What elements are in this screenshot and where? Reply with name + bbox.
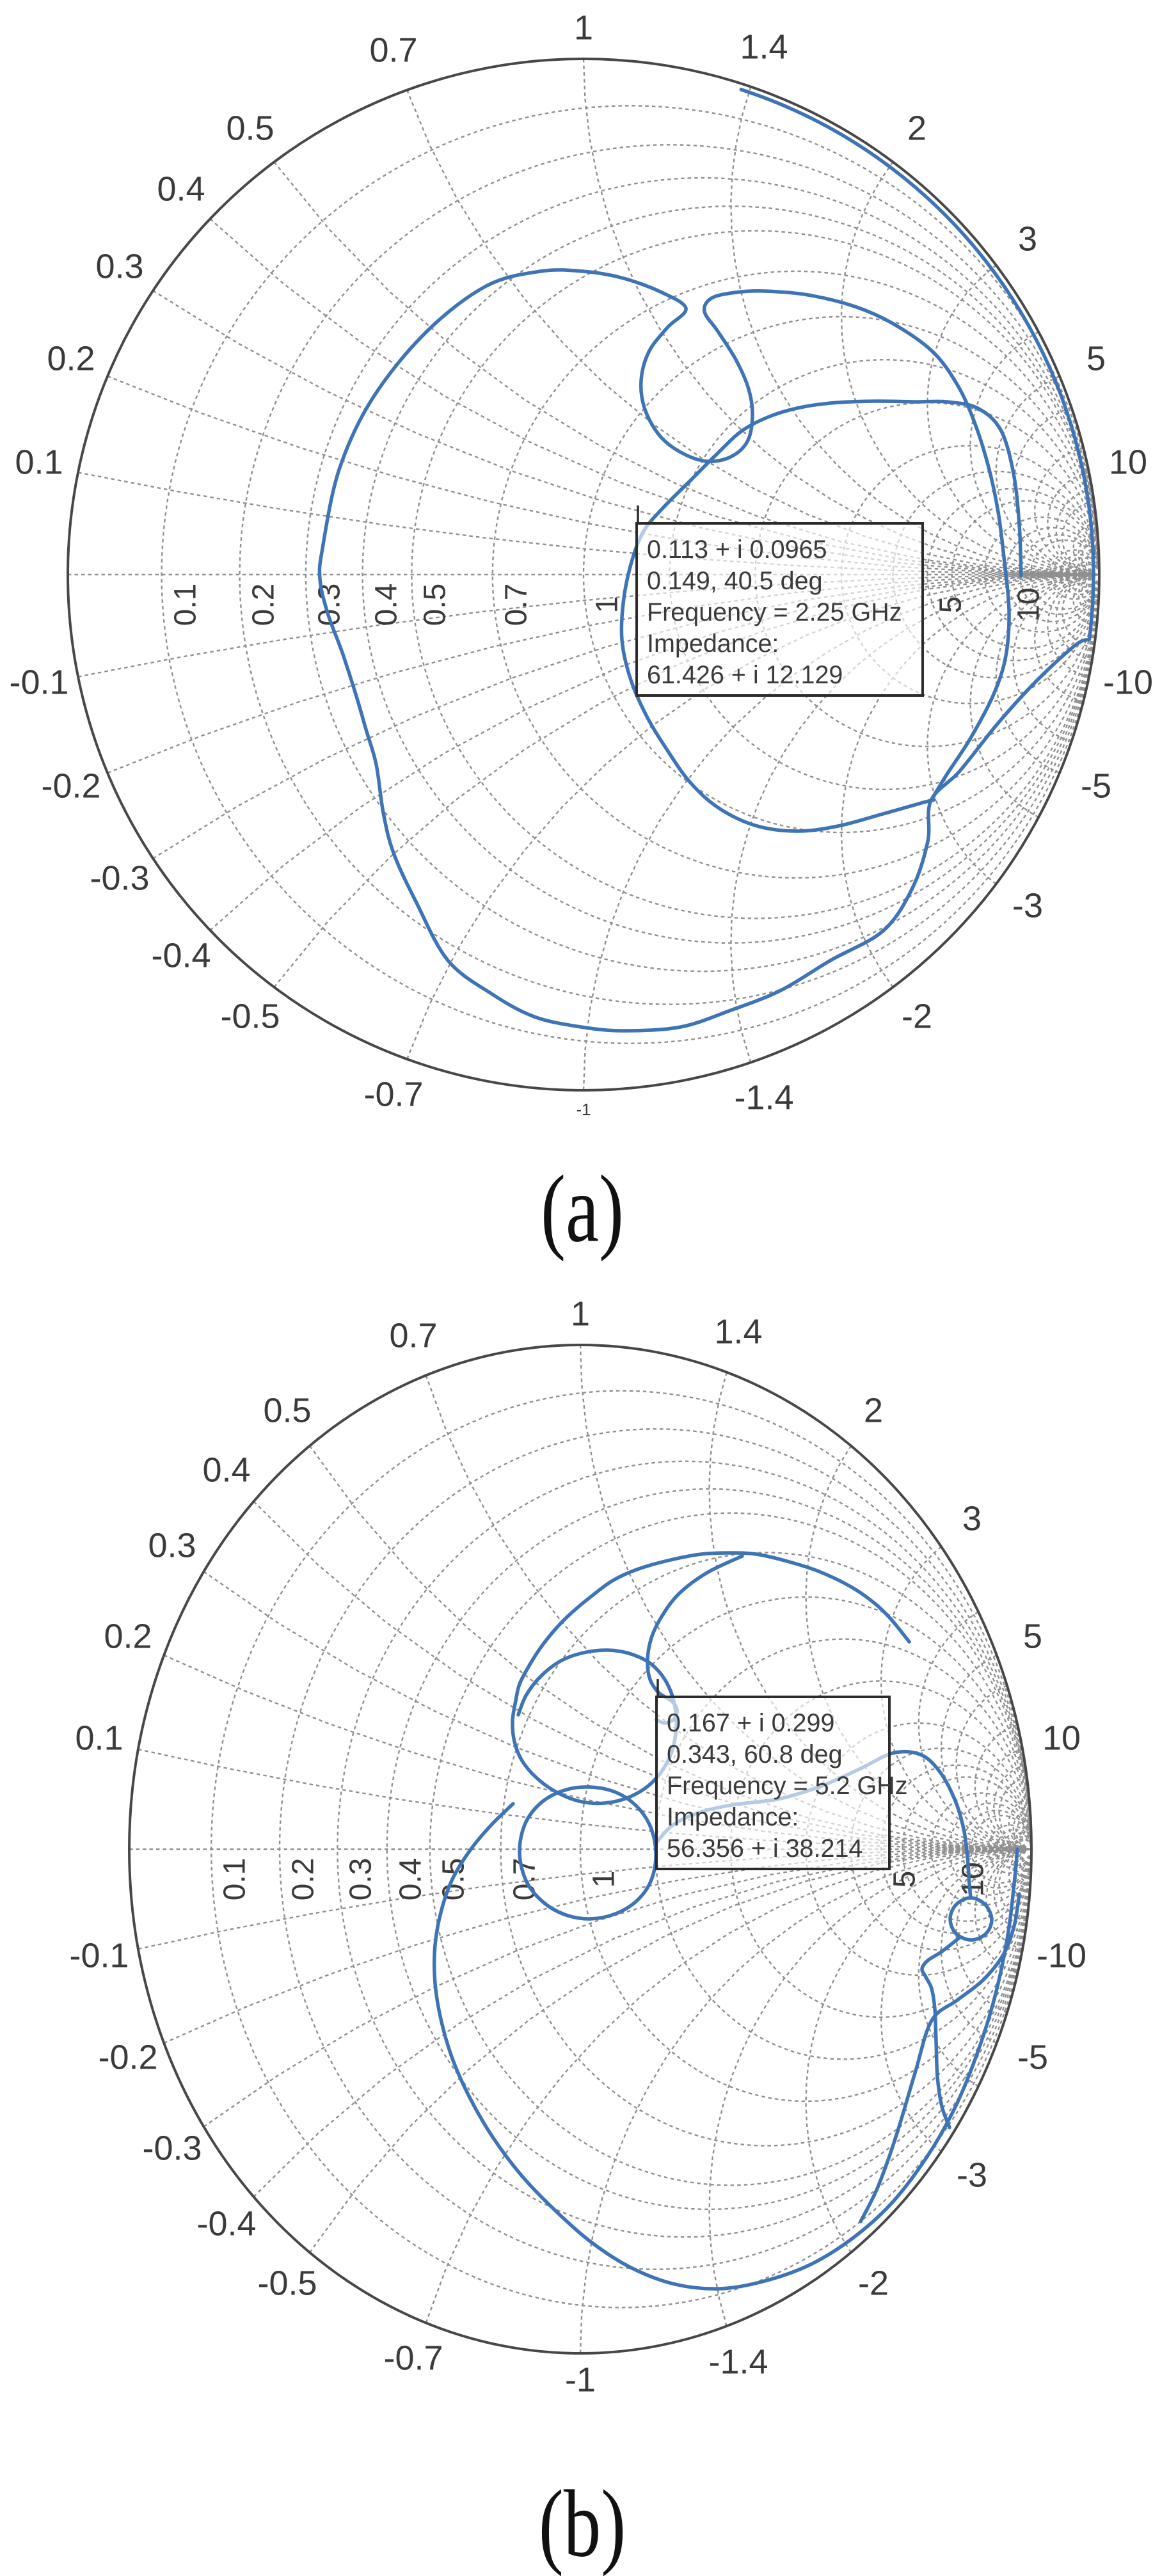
svg-text:1: 1	[591, 596, 624, 614]
svg-text:0.167 + i 0.299: 0.167 + i 0.299	[667, 1709, 834, 1737]
svg-text:10: 10	[1109, 443, 1147, 481]
svg-text:-0.3: -0.3	[142, 2129, 202, 2167]
svg-text:0.5: 0.5	[226, 109, 274, 147]
svg-text:1.4: 1.4	[714, 1312, 762, 1351]
svg-text:Frequency = 5.2 GHz: Frequency = 5.2 GHz	[667, 1772, 908, 1800]
svg-text:0.2: 0.2	[47, 339, 95, 378]
svg-text:3: 3	[962, 1499, 982, 1538]
svg-text:1: 1	[587, 1871, 621, 1888]
svg-text:Frequency = 2.25 GHz: Frequency = 2.25 GHz	[647, 598, 902, 626]
svg-text:-1.4: -1.4	[734, 1078, 793, 1117]
svg-text:-10: -10	[1037, 1936, 1086, 1975]
svg-text:-1: -1	[576, 1100, 591, 1119]
svg-text:-0.4: -0.4	[196, 2204, 256, 2243]
svg-text:-0.1: -0.1	[69, 1936, 129, 1975]
svg-text:-0.5: -0.5	[257, 2264, 317, 2302]
svg-text:-3: -3	[957, 2156, 987, 2194]
svg-text:3: 3	[1018, 219, 1037, 258]
svg-text:-2: -2	[858, 2264, 889, 2302]
svg-text:0.7: 0.7	[389, 1316, 437, 1355]
svg-text:2: 2	[864, 1391, 883, 1429]
svg-text:2: 2	[907, 109, 926, 147]
svg-text:0.1: 0.1	[169, 584, 203, 626]
svg-text:-2: -2	[902, 997, 932, 1035]
svg-text:0.3: 0.3	[344, 1858, 378, 1901]
svg-text:5: 5	[1086, 339, 1106, 378]
svg-text:0.1: 0.1	[218, 1858, 252, 1901]
svg-text:0.4: 0.4	[157, 170, 205, 208]
svg-text:-5: -5	[1081, 767, 1111, 805]
svg-text:0.1: 0.1	[75, 1719, 123, 1757]
svg-text:-5: -5	[1017, 2038, 1048, 2076]
svg-text:0.4: 0.4	[370, 584, 404, 626]
svg-text:-0.3: -0.3	[90, 859, 149, 897]
svg-text:0.4: 0.4	[202, 1451, 250, 1489]
svg-text:-0.7: -0.7	[363, 1075, 423, 1113]
svg-text:0.4: 0.4	[394, 1858, 428, 1901]
svg-text:61.426 + i 12.129: 61.426 + i 12.129	[647, 661, 843, 689]
svg-text:-0.2: -0.2	[41, 767, 100, 805]
svg-text:-0.2: -0.2	[98, 2038, 157, 2076]
svg-text:-1.4: -1.4	[708, 2342, 768, 2381]
svg-text:1: 1	[574, 8, 593, 47]
svg-text:0.2: 0.2	[287, 1858, 321, 1901]
svg-text:10: 10	[957, 1862, 990, 1896]
svg-text:1: 1	[571, 1294, 590, 1333]
svg-text:(a): (a)	[541, 1156, 624, 1262]
svg-text:0.5: 0.5	[418, 584, 452, 626]
svg-text:5: 5	[934, 596, 968, 614]
svg-text:10: 10	[1012, 587, 1046, 621]
svg-text:0.5: 0.5	[263, 1391, 311, 1429]
svg-text:5: 5	[888, 1871, 922, 1888]
svg-text:0.3: 0.3	[95, 247, 143, 285]
svg-text:1.4: 1.4	[740, 28, 788, 66]
svg-text:0.1: 0.1	[15, 443, 63, 481]
svg-text:0.2: 0.2	[247, 584, 281, 626]
svg-text:56.356 + i 38.214: 56.356 + i 38.214	[667, 1834, 863, 1863]
svg-text:-0.5: -0.5	[220, 997, 280, 1035]
svg-text:0.7: 0.7	[500, 584, 534, 626]
svg-text:0.113 + i 0.0965: 0.113 + i 0.0965	[647, 536, 827, 564]
svg-text:-1: -1	[565, 2360, 596, 2399]
svg-text:-0.7: -0.7	[383, 2339, 443, 2377]
svg-text:Impedance:: Impedance:	[667, 1803, 799, 1831]
svg-text:0.7: 0.7	[369, 31, 417, 69]
svg-text:Impedance:: Impedance:	[647, 630, 779, 658]
svg-text:(b): (b)	[539, 2471, 626, 2576]
svg-text:10: 10	[1042, 1719, 1081, 1757]
svg-text:0.3: 0.3	[148, 1526, 196, 1564]
svg-text:0.343, 60.8 deg: 0.343, 60.8 deg	[667, 1740, 843, 1769]
svg-text:-3: -3	[1012, 886, 1043, 925]
svg-text:0.2: 0.2	[104, 1617, 152, 1655]
svg-text:-10: -10	[1103, 663, 1153, 701]
svg-text:-0.1: -0.1	[9, 663, 68, 701]
svg-text:5: 5	[1023, 1617, 1042, 1655]
svg-text:0.149, 40.5 deg: 0.149, 40.5 deg	[647, 567, 823, 595]
svg-text:-0.4: -0.4	[151, 936, 211, 974]
